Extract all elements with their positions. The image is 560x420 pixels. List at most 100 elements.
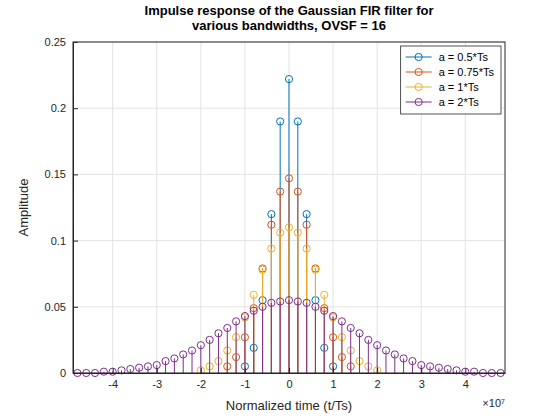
stem-marker — [303, 299, 310, 306]
stem — [262, 307, 263, 373]
stem — [315, 268, 316, 373]
stem-marker — [268, 245, 275, 252]
stem — [227, 328, 228, 373]
x-grid-line — [156, 42, 157, 373]
y-tick: 0.1 — [51, 235, 78, 247]
stem — [218, 333, 219, 373]
stem — [200, 345, 201, 373]
legend: a = 0.5*Tsa = 0.75*Tsa = 1*Tsa = 2*Ts — [401, 46, 501, 114]
stem — [253, 311, 254, 373]
stem-marker — [268, 211, 275, 218]
stem — [165, 361, 166, 373]
x-tick: 4 — [463, 368, 469, 390]
stem — [306, 249, 307, 373]
y-tick-mark — [73, 373, 78, 374]
chart: -4-3-2-10123400.050.10.150.20.25×10⁷Norm… — [0, 0, 560, 420]
legend-item: a = 0.5*Ts — [406, 51, 489, 63]
stem-marker — [277, 298, 284, 305]
x-tick-label: 4 — [463, 378, 469, 390]
x-tick-mark — [333, 368, 334, 373]
stem — [139, 368, 140, 373]
stem-marker — [303, 245, 310, 252]
x-tick-label: -4 — [108, 378, 118, 390]
stem-marker — [303, 211, 310, 218]
stem-marker — [188, 347, 195, 354]
stem — [289, 300, 290, 373]
legend-marker — [415, 83, 422, 90]
stem-marker — [241, 312, 248, 319]
stem-marker — [250, 291, 257, 298]
stem — [297, 302, 298, 373]
x-tick-mark — [377, 368, 378, 373]
y-tick-label: 0.15 — [45, 168, 66, 180]
stem-marker — [233, 318, 240, 325]
y-tick: 0 — [60, 367, 78, 379]
y-tick-label: 0.25 — [45, 36, 66, 48]
stem — [359, 333, 360, 373]
legend-item: a = 1*Ts — [406, 81, 480, 93]
stem — [306, 303, 307, 373]
stem-marker — [171, 355, 178, 362]
stem — [297, 192, 298, 373]
y-tick-mark — [73, 42, 78, 43]
stem-marker — [144, 363, 151, 370]
x-tick: -4 — [108, 368, 118, 390]
title: Impulse response of the Gaussian FIR fil… — [145, 3, 434, 18]
x-tick-mark — [289, 368, 290, 373]
stem — [289, 178, 290, 373]
stem-marker — [471, 368, 478, 375]
x-tick-label: 1 — [331, 378, 337, 390]
stem — [350, 328, 351, 373]
stem — [324, 308, 325, 373]
stem-marker — [294, 188, 301, 195]
x-tick-mark — [157, 368, 158, 373]
stem-marker — [197, 342, 204, 349]
stem — [280, 233, 281, 373]
y-tick-label: 0 — [60, 367, 66, 379]
stem-marker — [277, 188, 284, 195]
x-grid-line — [377, 42, 378, 373]
x-tick: 3 — [419, 368, 425, 390]
series-1 — [224, 175, 355, 373]
x-tick: 2 — [375, 368, 381, 390]
x-axis-title: Normalized time (t/Ts) — [226, 398, 352, 413]
x-tick: -3 — [152, 368, 162, 390]
stem — [280, 121, 281, 373]
stem-marker — [409, 357, 416, 364]
plot-area — [73, 42, 505, 373]
legend-label: a = 2*Ts — [439, 96, 480, 108]
x-axis-line — [74, 373, 506, 374]
stem — [236, 321, 237, 373]
marks — [74, 75, 504, 376]
stem — [297, 121, 298, 373]
stem-marker — [382, 347, 389, 354]
legend-line — [406, 102, 432, 103]
stem-marker — [391, 351, 398, 358]
legend-label: a = 0.5*Ts — [439, 51, 489, 63]
stem — [262, 270, 263, 373]
series-0 — [241, 75, 336, 373]
stem-marker — [224, 324, 231, 331]
stem — [315, 270, 316, 373]
x-tick-mark — [465, 368, 466, 373]
stem-marker — [162, 357, 169, 364]
x-tick: 0 — [286, 368, 292, 390]
legend-line — [406, 57, 432, 58]
x-tick: -2 — [196, 368, 206, 390]
stem — [280, 192, 281, 373]
stem-marker — [259, 303, 266, 310]
series-3 — [74, 297, 504, 377]
stem-marker — [303, 221, 310, 228]
y-axis-line — [73, 43, 74, 374]
y-tick-mark — [73, 307, 78, 308]
x-grid-line — [333, 42, 334, 373]
stem-marker — [444, 365, 451, 372]
y-tick: 0.2 — [51, 102, 78, 114]
legend-box — [401, 46, 501, 114]
stem — [324, 295, 325, 373]
stem — [315, 300, 316, 373]
x-grid-line — [112, 42, 113, 373]
stem-marker — [365, 336, 372, 343]
x-tick: -1 — [241, 368, 251, 390]
y-axis-title: Amplitude — [16, 179, 31, 237]
